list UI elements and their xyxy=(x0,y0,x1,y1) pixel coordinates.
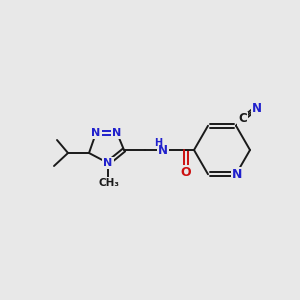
Text: CH₃: CH₃ xyxy=(98,178,119,188)
Text: N: N xyxy=(92,128,100,138)
Text: N: N xyxy=(103,158,112,168)
Text: O: O xyxy=(181,166,191,178)
Text: N: N xyxy=(252,102,262,115)
Text: N: N xyxy=(112,128,122,138)
Text: N: N xyxy=(158,143,168,157)
Text: C: C xyxy=(238,112,247,125)
Text: H: H xyxy=(154,138,162,148)
Text: N: N xyxy=(232,168,242,181)
